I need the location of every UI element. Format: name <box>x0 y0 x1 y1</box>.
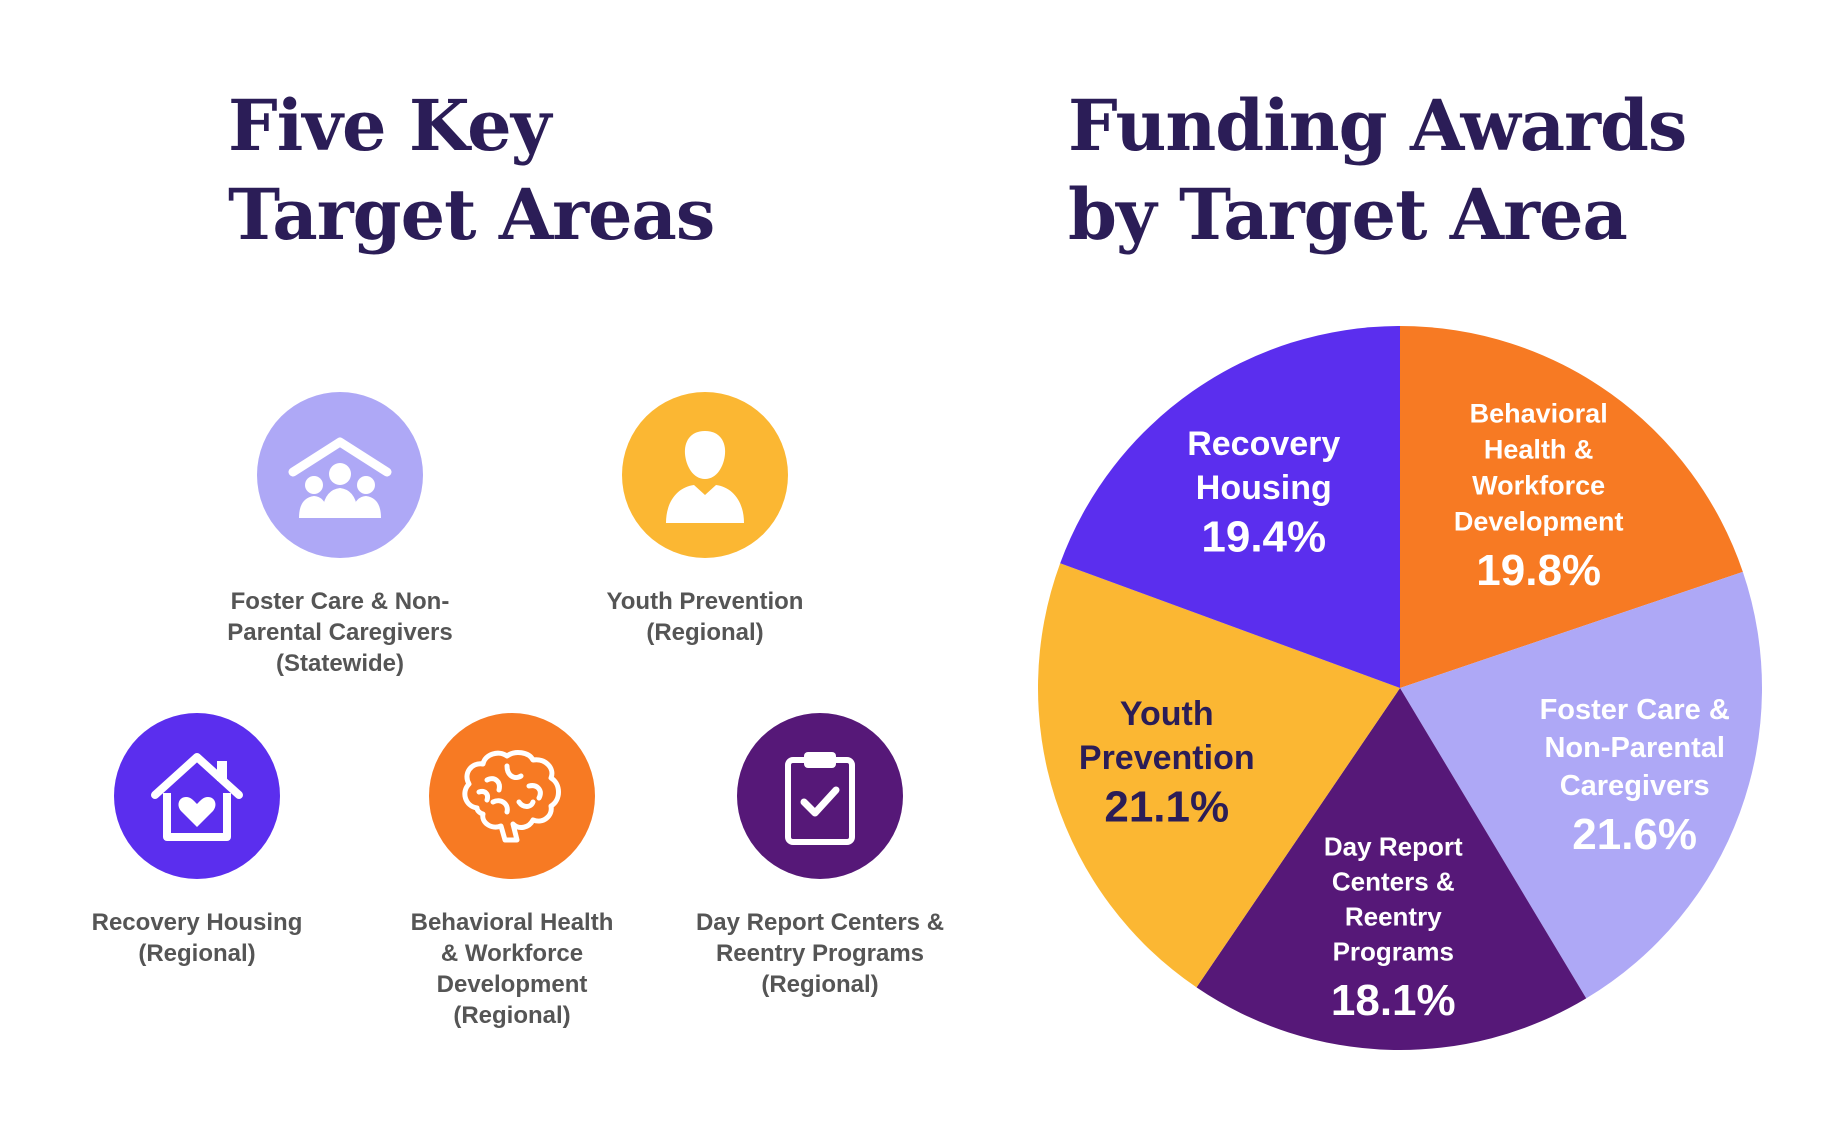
youth-prevention-icon-circle <box>622 392 788 558</box>
slice-label: Development <box>1454 507 1624 537</box>
slice-label: Day Report <box>1324 831 1463 861</box>
pie-slice <box>1400 571 1762 999</box>
day-report-label: Day Report Centers & Reentry Programs (R… <box>695 909 945 998</box>
person-icon <box>666 431 744 523</box>
title-line: Funding Awards <box>1068 84 1687 167</box>
foster-care-label: Foster Care & Non- Parental Caregivers (… <box>227 588 453 677</box>
slice-value-label: 19.4% <box>1201 512 1326 561</box>
slice-value-label: 21.6% <box>1572 810 1697 859</box>
house-heart-icon <box>151 752 243 841</box>
foster-care-icon-circle <box>257 392 423 558</box>
family-home-icon <box>288 437 392 518</box>
target-area-day-report: Day Report Centers & Reentry Programs (R… <box>670 713 970 1000</box>
slice-label: Non-Parental <box>1544 732 1724 764</box>
pie-slice <box>1196 688 1587 1050</box>
slice-label: Youth <box>1120 695 1214 733</box>
slice-label: Health & <box>1484 435 1594 465</box>
five-key-target-areas-title: Five Key Target Areas <box>228 82 715 260</box>
brain-icon <box>462 750 561 843</box>
slice-value-label: 21.1% <box>1104 783 1229 832</box>
target-area-recovery-housing: Recovery Housing (Regional) <box>47 713 347 969</box>
slice-label: Behavioral <box>1470 399 1608 429</box>
slice-label: Foster Care & <box>1540 694 1730 726</box>
youth-prevention-label: Youth Prevention (Regional) <box>606 588 804 646</box>
day-report-icon-circle <box>737 713 903 879</box>
slice-label: Recovery <box>1187 425 1340 463</box>
pie-slice <box>1060 326 1400 688</box>
title-line: Five Key <box>228 84 551 167</box>
behavioral-health-icon-circle <box>429 713 595 879</box>
slice-value-label: 19.8% <box>1476 546 1601 595</box>
pie-slice <box>1400 326 1743 688</box>
behavioral-health-label: Behavioral Health & Workforce Developmen… <box>410 909 614 1029</box>
slice-value-label: 18.1% <box>1331 976 1456 1025</box>
target-area-youth-prevention: Youth Prevention (Regional) <box>555 392 855 648</box>
clipboard-check-icon <box>785 752 855 845</box>
slice-label: Centers & <box>1332 866 1455 896</box>
recovery-housing-icon-circle <box>114 713 280 879</box>
recovery-housing-label: Recovery Housing (Regional) <box>91 909 303 967</box>
target-area-behavioral-health: Behavioral Health & Workforce Developmen… <box>362 713 662 1031</box>
slice-label: Prevention <box>1079 739 1255 777</box>
pie-slice <box>1038 563 1400 988</box>
target-area-foster-care: Foster Care & Non- Parental Caregivers (… <box>190 392 490 679</box>
funding-awards-title: Funding Awards by Target Area <box>1068 82 1687 260</box>
funding-pie-chart: Behavioral Health & Workforce Development 19… <box>1038 326 1762 1050</box>
slice-label: Caregivers <box>1560 770 1710 802</box>
title-line: by Target Area <box>1068 172 1628 256</box>
slice-label: Workforce <box>1472 471 1605 501</box>
slice-label: Programs <box>1333 936 1454 966</box>
slice-label: Housing <box>1196 469 1332 507</box>
slice-label: Reentry <box>1345 901 1442 931</box>
title-line: Target Areas <box>228 172 715 256</box>
